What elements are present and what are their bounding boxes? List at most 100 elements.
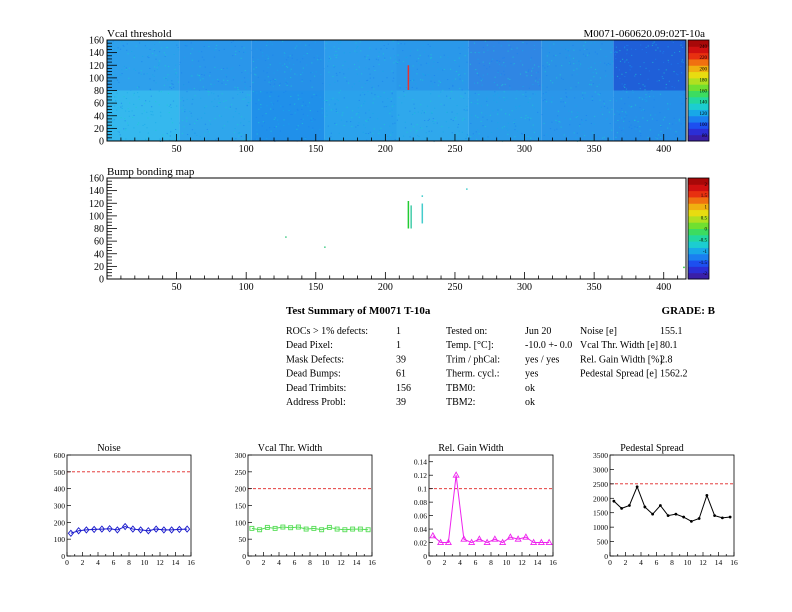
x-tick-label: 6 <box>112 558 116 567</box>
pixel-speckle <box>394 55 395 56</box>
pixel-speckle <box>644 89 645 90</box>
pixel-speckle <box>360 50 361 51</box>
pixel-speckle <box>501 85 502 86</box>
pixel-speckle <box>245 52 246 53</box>
pixel-speckle <box>406 57 407 58</box>
pixel-speckle <box>652 62 653 63</box>
pixel-speckle <box>139 99 140 100</box>
pixel-speckle <box>620 61 621 62</box>
pixel-speckle <box>151 96 152 97</box>
pixel-speckle <box>171 107 172 108</box>
pixel-speckle <box>531 75 532 76</box>
pixel-speckle <box>236 108 237 109</box>
pixel-speckle <box>471 102 472 103</box>
pixel-speckle <box>605 56 606 57</box>
pixel-speckle <box>356 52 357 53</box>
pixel-speckle <box>526 43 527 44</box>
pixel-speckle <box>231 42 232 43</box>
pixel-speckle <box>274 127 275 128</box>
pixel-speckle <box>457 113 458 114</box>
pixel-speckle <box>284 71 285 72</box>
pixel-speckle <box>205 106 206 107</box>
series-line <box>433 475 549 542</box>
pixel-speckle <box>154 44 155 45</box>
pixel-speckle <box>264 122 265 123</box>
pixel-speckle <box>317 59 318 60</box>
pixel-speckle <box>432 83 433 84</box>
summary-value: ok <box>525 397 535 408</box>
y-tick-label: 120 <box>89 61 104 72</box>
pixel-speckle <box>631 55 632 56</box>
pixel-speckle <box>452 132 453 133</box>
pixel-speckle <box>630 69 631 70</box>
pixel-speckle <box>536 72 537 73</box>
pixel-speckle <box>552 82 553 83</box>
y-tick-label: 140 <box>89 48 104 59</box>
pixel-speckle <box>330 136 331 137</box>
pixel-speckle <box>578 61 579 62</box>
pixel-speckle <box>158 65 159 66</box>
pixel-speckle <box>372 133 373 134</box>
pixel-speckle <box>490 115 491 116</box>
pixel-speckle <box>458 124 459 125</box>
pixel-speckle <box>389 126 390 127</box>
pixel-speckle <box>570 48 571 49</box>
pixel-speckle <box>322 112 323 113</box>
pixel-speckle <box>266 92 267 93</box>
pixel-speckle <box>617 120 618 121</box>
pixel-speckle <box>214 67 215 68</box>
pixel-speckle <box>288 57 289 58</box>
palette-label: 0.5 <box>701 216 708 221</box>
vcal-map-title: Vcal threshold <box>107 28 172 40</box>
pixel-speckle <box>560 74 561 75</box>
pixel-speckle <box>200 80 201 81</box>
chart-noise: Noise0 2 4 6 8 10 12 14 160100200300400500600 <box>54 443 195 567</box>
pixel-speckle <box>148 133 149 134</box>
pixel-speckle <box>209 75 210 76</box>
pixel-speckle <box>565 118 566 119</box>
pixel-speckle <box>378 59 379 60</box>
pixel-speckle <box>252 57 253 58</box>
pixel-speckle <box>256 130 257 131</box>
pixel-speckle <box>437 123 438 124</box>
pixel-speckle <box>114 48 115 49</box>
pixel-speckle <box>622 83 623 84</box>
pixel-speckle <box>210 84 211 85</box>
pixel-speckle <box>255 75 256 76</box>
pixel-speckle <box>482 85 483 86</box>
pixel-speckle <box>287 81 288 82</box>
summary-value: -10.0 +- 0.0 <box>525 340 572 351</box>
pixel-speckle <box>505 66 506 67</box>
pixel-speckle <box>535 94 536 95</box>
pixel-speckle <box>257 59 258 60</box>
pixel-speckle <box>378 133 379 134</box>
pixel-speckle <box>444 105 445 106</box>
pixel-speckle <box>302 72 303 73</box>
pixel-speckle <box>516 98 517 99</box>
pixel-speckle <box>346 107 347 108</box>
pixel-speckle <box>655 59 656 60</box>
pixel-speckle <box>358 107 359 108</box>
pixel-speckle <box>628 62 629 63</box>
pixel-speckle <box>684 124 685 125</box>
pixel-speckle <box>280 106 281 107</box>
pixel-speckle <box>266 45 267 46</box>
pixel-speckle <box>256 49 257 50</box>
pixel-speckle <box>120 107 121 108</box>
pixel-speckle <box>303 68 304 69</box>
pixel-speckle <box>398 116 399 117</box>
x-tick-label: 12 <box>337 558 345 567</box>
pixel-speckle <box>418 58 419 59</box>
pixel-speckle <box>219 115 220 116</box>
pixel-speckle <box>566 57 567 58</box>
pixel-speckle <box>192 60 193 61</box>
pixel-speckle <box>636 139 637 140</box>
pixel-speckle <box>481 105 482 106</box>
palette-label: 200 <box>700 67 708 72</box>
pixel-speckle <box>329 56 330 57</box>
pixel-speckle <box>676 73 677 74</box>
x-tick-label: 50 <box>172 282 182 293</box>
pixel-speckle <box>292 55 293 56</box>
pixel-speckle <box>571 115 572 116</box>
pixel-speckle <box>338 100 339 101</box>
